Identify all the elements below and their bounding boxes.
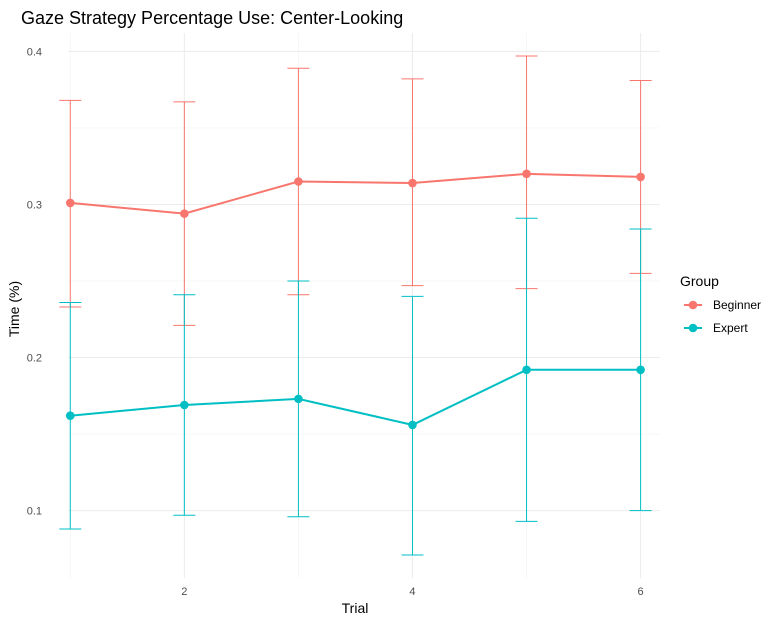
series-line-beginner [70, 172, 641, 215]
legend-label-beginner: Beginner [713, 298, 761, 312]
legend: Group Beginner Expert [680, 273, 761, 335]
x-tick-label: 2 [181, 586, 187, 598]
x-axis-title: Trial [342, 600, 369, 616]
data-point-expert [408, 420, 417, 430]
grid-lines [68, 33, 660, 578]
y-tick-label: 0.2 [27, 353, 42, 365]
y-axis-title: Time (%) [6, 281, 22, 337]
data-point-beginner [180, 209, 189, 218]
data-point-beginner [636, 172, 645, 182]
data-point-expert [180, 400, 189, 410]
data-point-expert [65, 411, 75, 421]
data-point-beginner [65, 198, 75, 208]
series-line-expert [70, 368, 641, 426]
series-layer [59, 55, 652, 556]
series-beginner [59, 55, 652, 326]
y-tick-label: 0.3 [27, 199, 42, 211]
x-tick-label: 6 [638, 586, 644, 598]
data-point-expert [522, 365, 531, 375]
data-point-beginner [522, 169, 531, 179]
legend-item-beginner: Beginner [684, 298, 761, 312]
data-point-beginner [294, 177, 303, 186]
legend-title: Group [680, 273, 719, 289]
y-axis-ticks: 0.1 0.2 0.3 0.4 [27, 46, 42, 517]
legend-label-expert: Expert [713, 321, 748, 335]
legend-key-point [688, 300, 698, 310]
legend-item-expert: Expert [684, 321, 748, 335]
y-tick-label: 0.4 [27, 46, 42, 58]
chart-title: Gaze Strategy Percentage Use: Center-Loo… [21, 8, 403, 28]
y-tick-label: 0.1 [27, 506, 42, 518]
series-expert [59, 217, 652, 556]
x-tick-label: 4 [409, 586, 415, 598]
x-axis-ticks: 2 4 6 [181, 586, 643, 598]
data-point-expert [636, 365, 645, 375]
data-point-beginner [408, 178, 417, 188]
legend-key-point [688, 323, 698, 333]
data-point-expert [294, 394, 303, 404]
